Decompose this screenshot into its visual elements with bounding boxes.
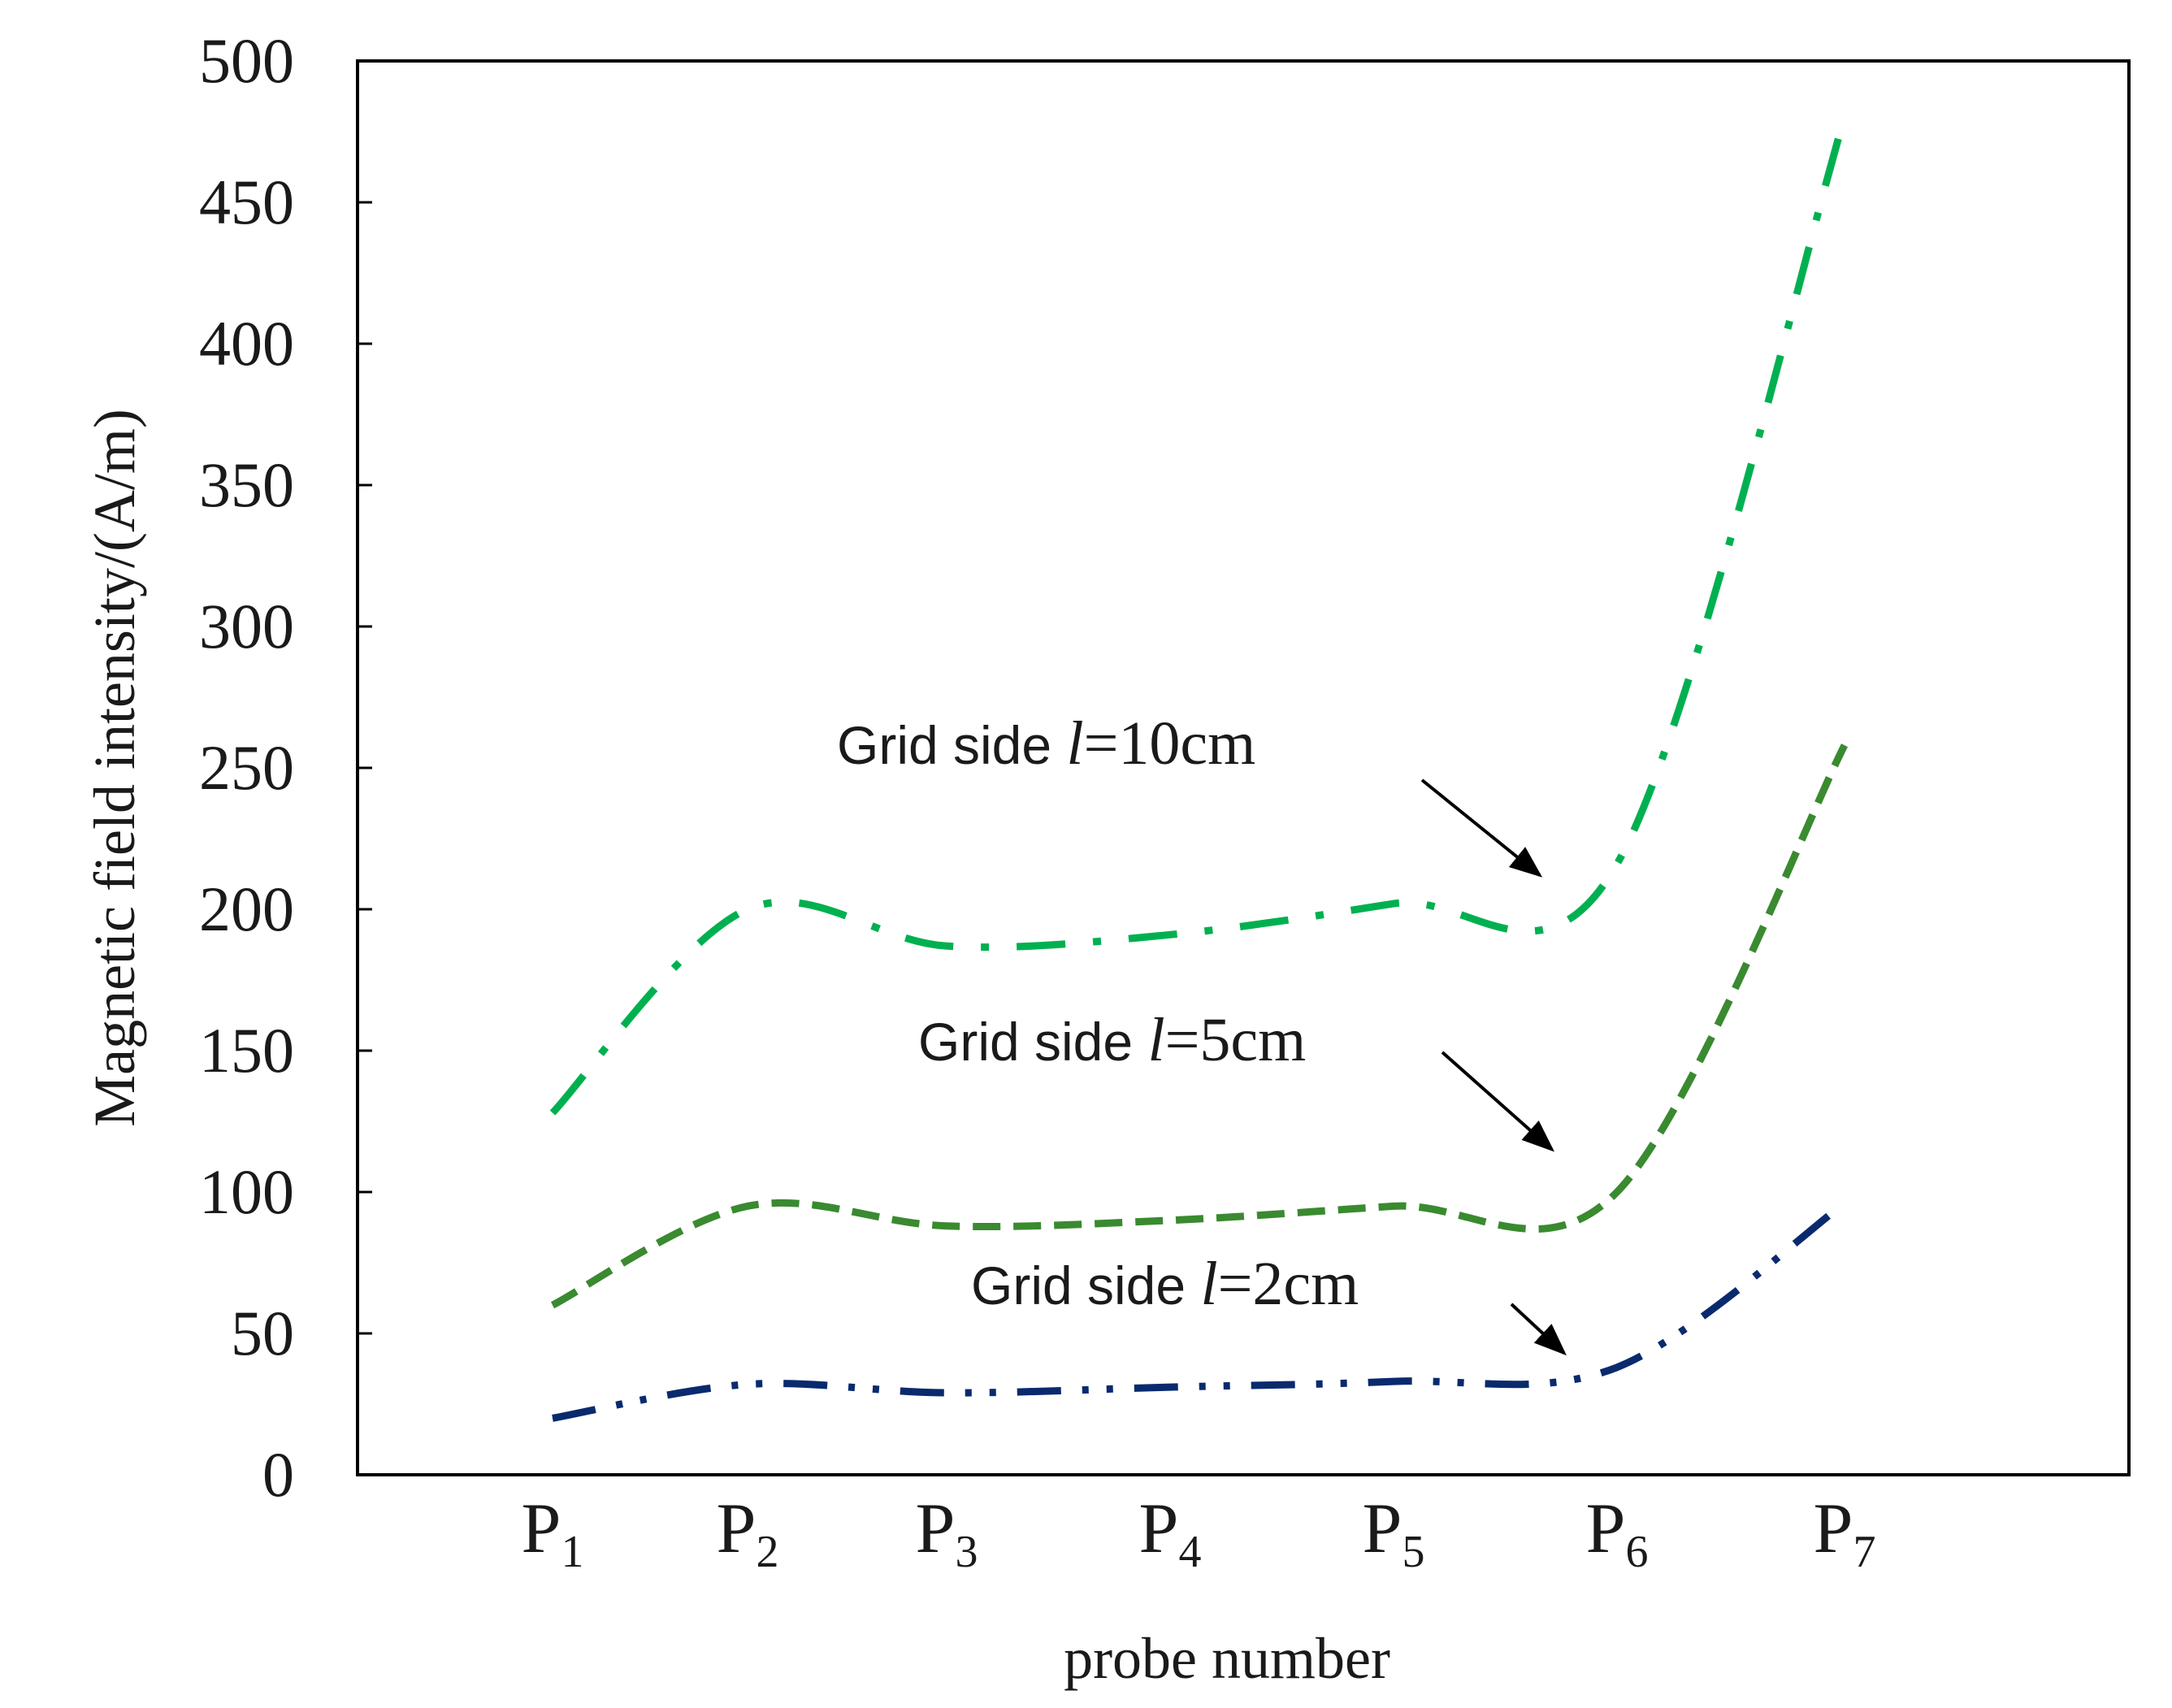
series-label-prefix: Grid side <box>837 715 1066 775</box>
x-tick-label-base: P <box>916 1489 956 1568</box>
x-tick-label-subscript: 4 <box>1178 1527 1201 1577</box>
y-tick-label: 100 <box>199 1156 294 1227</box>
x-tick-label: P5 <box>1363 1489 1425 1577</box>
x-tick-label-base: P <box>1814 1489 1853 1568</box>
series-label-value: =5cm <box>1165 1006 1307 1074</box>
x-tick-label-subscript: 7 <box>1853 1527 1875 1577</box>
y-tick-label: 0 <box>262 1439 294 1510</box>
y-tick-label: 200 <box>199 874 294 944</box>
annotation-arrow <box>1441 1051 1554 1152</box>
series-line-1 <box>550 743 1849 1309</box>
y-tick-label: 450 <box>199 167 294 237</box>
y-axis-ticks: 0 50 100 150 200 250 300 350 400 450 500 <box>199 25 372 1510</box>
series-label-0: Grid side l=10cm <box>837 709 1255 778</box>
series-label-var: l <box>1200 1250 1217 1318</box>
y-tick-label: 50 <box>231 1298 294 1368</box>
y-tick-label: 350 <box>199 449 294 520</box>
annotation-arrow <box>1420 778 1543 878</box>
series-label-1: Grid side l=5cm <box>918 1006 1306 1074</box>
x-tick-label: P1 <box>522 1489 584 1577</box>
x-tick-label-base: P <box>717 1489 757 1568</box>
x-tick-label-base: P <box>522 1489 561 1568</box>
x-tick-label: P3 <box>916 1489 978 1577</box>
series-label-prefix: Grid side <box>971 1255 1200 1316</box>
x-tick-label-subscript: 6 <box>1625 1527 1648 1577</box>
y-tick-label: 500 <box>199 25 294 96</box>
series-label-value: =10cm <box>1084 709 1256 778</box>
x-tick-label-subscript: 2 <box>756 1527 778 1577</box>
y-tick-label: 150 <box>199 1015 294 1086</box>
x-axis-title: probe number <box>1064 1626 1390 1691</box>
series-label-2: Grid side l=2cm <box>971 1250 1359 1318</box>
y-axis-title: Magnetic field intensity/(A/m) <box>82 409 147 1127</box>
series-lines <box>549 116 1849 1422</box>
x-tick-label: P2 <box>717 1489 779 1577</box>
x-tick-label: P7 <box>1814 1489 1876 1577</box>
x-axis-ticks: P1 P2 P3 P4 P5 P6 P7 <box>522 1489 1876 1577</box>
x-tick-label: P6 <box>1586 1489 1649 1577</box>
y-tick-label: 400 <box>199 308 294 379</box>
x-tick-label-subscript: 5 <box>1402 1527 1424 1577</box>
series-line-2 <box>552 1200 1847 1422</box>
series-label-value: =2cm <box>1218 1250 1359 1318</box>
y-tick-label: 250 <box>199 732 294 803</box>
x-tick-label: P4 <box>1139 1489 1202 1577</box>
series-label-prefix: Grid side <box>918 1012 1147 1072</box>
x-tick-label-base: P <box>1139 1489 1179 1568</box>
x-tick-label-subscript: 1 <box>561 1527 583 1577</box>
x-tick-label-base: P <box>1586 1489 1626 1568</box>
annotation-arrow <box>1510 1303 1567 1356</box>
x-tick-label-base: P <box>1363 1489 1402 1568</box>
series-label-var: l <box>1147 1006 1164 1074</box>
series-line-0 <box>549 116 1849 1116</box>
series-label-var: l <box>1066 709 1083 778</box>
y-tick-label: 300 <box>199 591 294 661</box>
x-tick-label-subscript: 3 <box>955 1527 978 1577</box>
